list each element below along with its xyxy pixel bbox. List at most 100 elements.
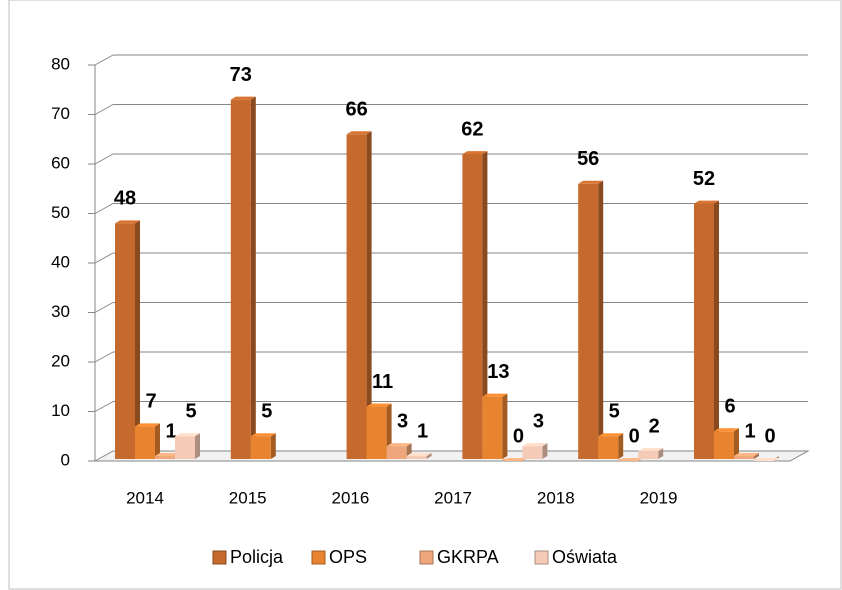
y-tick-label: 70 (51, 104, 70, 123)
bar-side (618, 433, 624, 459)
bar-side (714, 200, 719, 459)
x-tick-label: 2017 (434, 488, 472, 507)
legend-label: Oświata (552, 547, 618, 567)
bar-side (502, 393, 508, 459)
value-label: 62 (461, 118, 483, 140)
bar-side (482, 151, 488, 459)
bar-side (734, 428, 739, 459)
grid-line (94, 252, 114, 264)
value-label: 2 (649, 415, 660, 437)
bar-top (638, 448, 664, 452)
bar-side (426, 453, 432, 459)
y-tick-label: 50 (51, 203, 70, 222)
value-label: 0 (629, 425, 640, 447)
bar-side (195, 433, 200, 459)
bar-top (754, 458, 779, 461)
bar (230, 99, 251, 460)
grid-line (94, 104, 114, 115)
y-tick-label: 20 (51, 351, 70, 370)
legend-swatch (534, 550, 549, 565)
value-label: 6 (724, 396, 735, 418)
bar-top (115, 220, 140, 224)
y-tick-label: 60 (51, 153, 70, 172)
bar-top (482, 393, 508, 397)
bar (638, 451, 659, 459)
bar-top (386, 443, 412, 447)
bar-side (366, 131, 372, 460)
value-label: 48 (114, 188, 136, 210)
bar-side (155, 423, 160, 459)
bar (406, 456, 427, 459)
y-tick-label: 30 (51, 302, 70, 321)
bar-top (598, 433, 624, 437)
legend-label: OPS (329, 547, 367, 567)
bar-top (135, 423, 160, 427)
grid-line (94, 203, 114, 214)
y-tick-label: 10 (51, 401, 70, 420)
value-label: 7 (145, 391, 156, 413)
x-tick-label: 2014 (126, 488, 164, 507)
bar-top (502, 458, 528, 461)
value-label: 66 (345, 99, 367, 121)
bar-side (270, 433, 276, 459)
value-label: 73 (230, 64, 252, 86)
value-label: 5 (261, 401, 272, 423)
x-tick-label: 2018 (537, 488, 575, 507)
bar (462, 154, 483, 459)
bar-top (734, 453, 759, 457)
y-tick-label: 0 (61, 450, 70, 469)
bar-top (250, 433, 276, 437)
bar (714, 431, 734, 459)
value-label: 56 (577, 148, 599, 170)
bar (115, 223, 135, 459)
bar (250, 436, 271, 459)
bar (366, 406, 387, 459)
x-tick-label: 2019 (640, 488, 678, 507)
y-tick-label: 80 (51, 54, 70, 73)
bar-top (714, 428, 739, 432)
bar-top (406, 453, 432, 457)
bar (734, 456, 754, 459)
value-label: 1 (165, 420, 176, 442)
bar-top (462, 151, 488, 155)
bar (386, 446, 407, 459)
x-tick-label: 2015 (229, 488, 267, 507)
grid-line (94, 302, 114, 313)
bar (135, 426, 155, 459)
value-label: 5 (609, 401, 620, 423)
value-label: 3 (397, 410, 408, 432)
value-label: 1 (744, 420, 755, 442)
legend-label: Policja (230, 547, 284, 567)
grid-line (94, 351, 114, 363)
bar-top (175, 433, 200, 437)
value-label: 11 (372, 371, 393, 393)
bar (598, 436, 619, 459)
x-tick-label: 2016 (331, 488, 369, 507)
bar-side (754, 453, 759, 459)
bar (522, 446, 543, 459)
value-label: 3 (533, 410, 544, 432)
legend-label: GKRPA (437, 547, 499, 567)
bar-side (542, 443, 548, 459)
bar-side (598, 180, 604, 460)
grid-line (94, 401, 114, 412)
legend-swatch (311, 550, 326, 565)
bar-top (155, 453, 180, 457)
bar-side (250, 96, 256, 460)
bar-top (522, 443, 548, 447)
legend-swatch (212, 550, 227, 565)
legend-swatch (419, 550, 434, 565)
bar-side (658, 448, 664, 459)
grid-line (94, 54, 114, 66)
bar-side (135, 220, 140, 459)
bar (155, 456, 175, 459)
value-label: 0 (513, 425, 524, 447)
bar (175, 436, 195, 459)
value-label: 0 (764, 425, 775, 447)
bar-top (346, 131, 372, 135)
bar-top (230, 96, 256, 100)
bar-top (694, 200, 719, 204)
grid-line (94, 153, 114, 165)
value-label: 5 (185, 401, 196, 423)
